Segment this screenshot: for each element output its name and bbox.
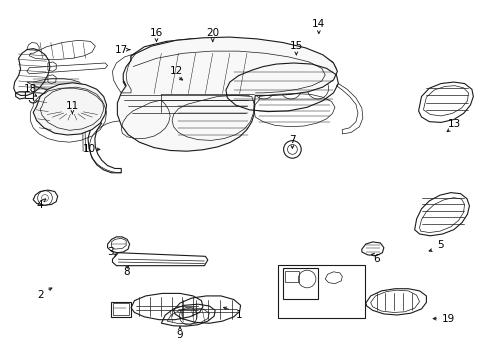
Text: 10: 10	[82, 144, 95, 154]
Text: 16: 16	[149, 28, 163, 38]
Text: 18: 18	[23, 84, 37, 94]
Bar	[282, 268, 317, 299]
Text: 19: 19	[441, 314, 455, 324]
Text: 8: 8	[122, 267, 129, 277]
Bar	[277, 265, 364, 318]
Polygon shape	[117, 37, 337, 151]
Text: 11: 11	[65, 101, 79, 111]
Text: 20: 20	[206, 28, 219, 38]
Text: 6: 6	[372, 254, 379, 264]
Text: 12: 12	[169, 66, 183, 76]
Text: 15: 15	[289, 41, 303, 51]
Text: 3: 3	[106, 247, 113, 257]
Text: 2: 2	[37, 290, 43, 300]
Polygon shape	[33, 83, 106, 135]
Bar	[284, 271, 299, 282]
Text: 14: 14	[311, 19, 325, 30]
Text: 13: 13	[447, 119, 461, 129]
Bar	[111, 302, 131, 317]
Text: 9: 9	[176, 330, 183, 340]
Text: 5: 5	[436, 240, 443, 250]
Text: 1: 1	[236, 310, 243, 320]
Bar	[113, 303, 129, 315]
Text: 7: 7	[288, 135, 295, 145]
Text: 17: 17	[114, 45, 128, 55]
Text: 4: 4	[37, 200, 43, 210]
